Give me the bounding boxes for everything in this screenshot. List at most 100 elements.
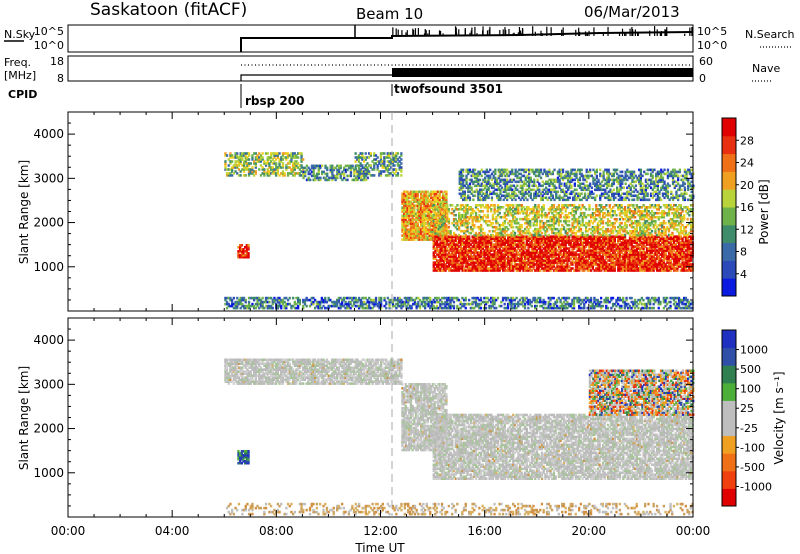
range-cell: [423, 236, 426, 239]
range-cell: [357, 154, 361, 157]
range-cell: [423, 212, 426, 215]
range-cell: [247, 152, 251, 155]
range-cell: [281, 158, 285, 161]
range-cell: [423, 192, 426, 196]
range-cell: [239, 246, 242, 249]
range-cell: [362, 160, 366, 163]
range-cell: [561, 233, 564, 237]
range-cell: [601, 225, 605, 229]
range-cell: [312, 174, 315, 178]
range-cell: [480, 223, 483, 227]
range-cell: [251, 156, 254, 159]
range-cell: [332, 174, 336, 178]
range-cell: [408, 204, 411, 207]
range-cell: [300, 160, 303, 163]
range-cell: [430, 206, 433, 209]
power-heatmap: [224, 152, 695, 310]
range-cell: [421, 190, 424, 194]
range-cell: [384, 168, 388, 171]
range-cell: [408, 216, 411, 219]
range-cell: [442, 194, 445, 198]
range-cell: [386, 168, 389, 171]
range-cell: [373, 154, 376, 157]
range-cell: [435, 200, 438, 203]
range-cell: [361, 166, 364, 170]
range-cell: [425, 230, 428, 233]
range-cell: [271, 168, 274, 171]
range-cell: [420, 236, 423, 239]
range-cell: [240, 252, 243, 255]
range-cell: [271, 172, 274, 175]
range-cell: [368, 170, 371, 173]
range-cell: [515, 217, 518, 221]
range-cell: [428, 194, 431, 198]
range-cell: [413, 190, 416, 194]
range-cell: [364, 152, 367, 155]
range-cell: [356, 176, 359, 180]
range-cell: [401, 198, 404, 202]
range-cell: [266, 174, 269, 177]
range-cell: [378, 162, 381, 165]
range-cell: [411, 232, 414, 235]
range-cell: [245, 254, 248, 257]
range-cell: [428, 238, 431, 241]
range-cell: [425, 200, 428, 203]
range-cell: [428, 228, 431, 231]
range-cell: [234, 164, 237, 167]
range-cell: [339, 172, 342, 176]
range-cell: [266, 160, 269, 163]
range-cell: [432, 247, 435, 250]
range-cell: [312, 178, 315, 182]
range-cell: [286, 162, 290, 165]
range-cell: [416, 214, 419, 217]
range-cell: [256, 160, 259, 163]
range-cell: [416, 198, 419, 202]
range-cell: [420, 216, 423, 219]
range-cell: [366, 172, 369, 176]
range-cell: [426, 196, 429, 200]
range-cell: [275, 164, 278, 167]
range-cell: [393, 164, 396, 167]
range-cell: [425, 232, 428, 235]
range-cell: [393, 160, 396, 163]
range-cell: [502, 206, 505, 209]
range-cell: [437, 259, 440, 262]
range-cell: [449, 229, 452, 233]
range-cell: [409, 234, 413, 237]
range-cell: [343, 168, 346, 172]
range-cell: [498, 211, 501, 215]
range-cell: [430, 222, 433, 225]
range-cell: [421, 220, 424, 223]
range-cell: [245, 250, 248, 253]
range-cell: [420, 206, 423, 209]
range-cell: [391, 162, 394, 165]
range-cell: [403, 206, 406, 209]
range-cell: [557, 204, 561, 207]
range-cell: [363, 166, 366, 170]
range-cell: [403, 232, 406, 235]
range-cell: [364, 164, 367, 167]
range-cell: [254, 158, 257, 161]
range-cell: [393, 158, 396, 161]
range-cell: [400, 162, 403, 165]
range-cell: [408, 206, 411, 209]
range-cell: [359, 152, 362, 155]
range-cell: [431, 218, 435, 221]
range-cell: [404, 208, 407, 211]
range-cell: [440, 206, 443, 209]
range-cell: [408, 192, 411, 196]
range-cell: [396, 158, 400, 161]
range-cell: [438, 200, 441, 203]
range-cell: [236, 172, 239, 175]
range-cell: [430, 232, 433, 235]
range-cell: [421, 236, 424, 239]
range-cell: [439, 247, 442, 250]
range-cell: [381, 164, 384, 167]
range-cell: [379, 170, 383, 173]
range-cell: [254, 172, 257, 175]
range-cell: [418, 212, 421, 215]
range-cell: [254, 156, 257, 159]
range-cell: [283, 172, 286, 175]
range-cell: [366, 162, 369, 165]
